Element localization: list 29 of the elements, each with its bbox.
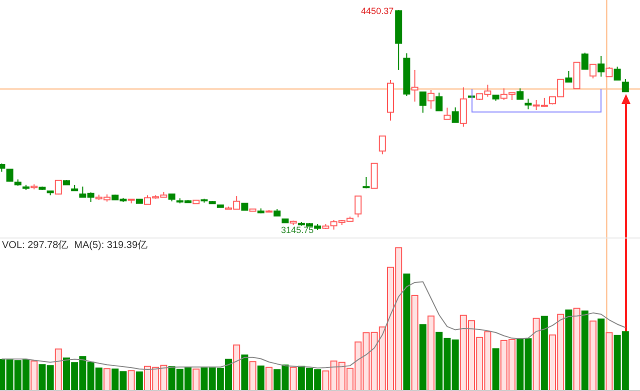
bar	[581, 310, 588, 391]
bar	[428, 316, 434, 391]
bar	[606, 332, 613, 391]
bar	[290, 366, 297, 391]
bar	[598, 318, 605, 391]
bar	[266, 366, 272, 391]
bar	[233, 344, 240, 391]
bar	[419, 324, 426, 391]
annotation: 4450.37	[361, 6, 394, 16]
annotation: MA(5): 319.39亿	[74, 240, 148, 251]
bar	[590, 320, 596, 391]
bar	[403, 274, 410, 391]
bar	[249, 361, 256, 391]
bar	[492, 348, 500, 391]
bar	[565, 310, 572, 391]
bar	[532, 318, 540, 391]
bar	[30, 360, 38, 391]
bar	[192, 368, 200, 391]
bar	[411, 294, 418, 391]
annotation: 3145.75	[281, 225, 314, 235]
bar	[54, 348, 62, 391]
bar	[241, 354, 248, 391]
bar	[540, 316, 548, 391]
bar	[136, 371, 143, 391]
annotation: VOL: 297.78亿	[2, 240, 68, 251]
bar	[257, 366, 264, 391]
bar	[128, 370, 135, 391]
bar	[104, 368, 110, 391]
bar	[573, 308, 580, 391]
